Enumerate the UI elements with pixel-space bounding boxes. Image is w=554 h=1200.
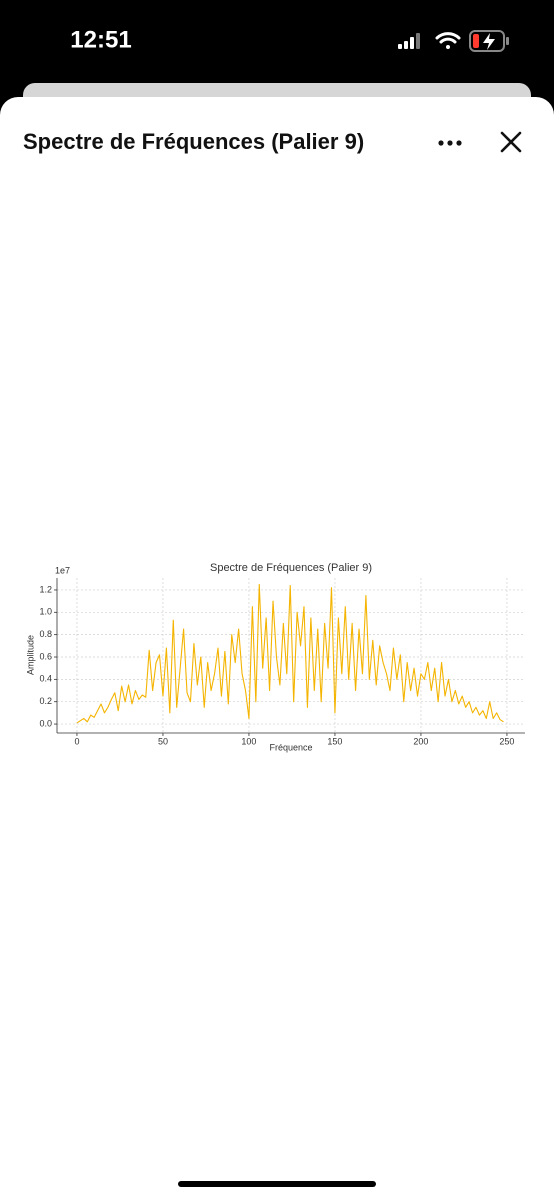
y-axis-label: Amplitude [25, 635, 35, 675]
y-tick-label: 0.4 [39, 674, 52, 684]
chart-title: Spectre de Fréquences (Palier 9) [210, 562, 372, 574]
x-tick-label: 150 [327, 736, 342, 746]
status-time: 12:51 [70, 26, 131, 53]
x-tick-label: 250 [499, 736, 514, 746]
wifi-icon [435, 32, 461, 49]
more-button[interactable] [438, 140, 462, 146]
chart: Spectre de Fréquences (Palier 9) Fréquen… [25, 562, 525, 752]
y-tick-label: 0.2 [39, 696, 52, 706]
x-tick-label: 0 [74, 736, 79, 746]
signal-icon [398, 33, 420, 49]
header-title: Spectre de Fréquences (Palier 9) [23, 129, 364, 154]
y-tick-label: 0.0 [39, 718, 52, 728]
y-tick-label: 0.6 [39, 651, 52, 661]
sheet [0, 97, 554, 1200]
data-line [76, 583, 504, 724]
x-tick-label: 200 [413, 736, 428, 746]
battery-icon [469, 30, 509, 52]
home-indicator [178, 1181, 376, 1187]
x-tick-label: 50 [158, 736, 168, 746]
y-tick-label: 1.2 [39, 584, 52, 594]
y-offset-label: 1e7 [55, 565, 70, 575]
x-tick-label: 100 [241, 736, 256, 746]
x-axis-label: Fréquence [269, 742, 312, 752]
y-tick-label: 0.8 [39, 629, 52, 639]
y-tick-label: 1.0 [39, 607, 52, 617]
close-button[interactable] [500, 131, 522, 153]
